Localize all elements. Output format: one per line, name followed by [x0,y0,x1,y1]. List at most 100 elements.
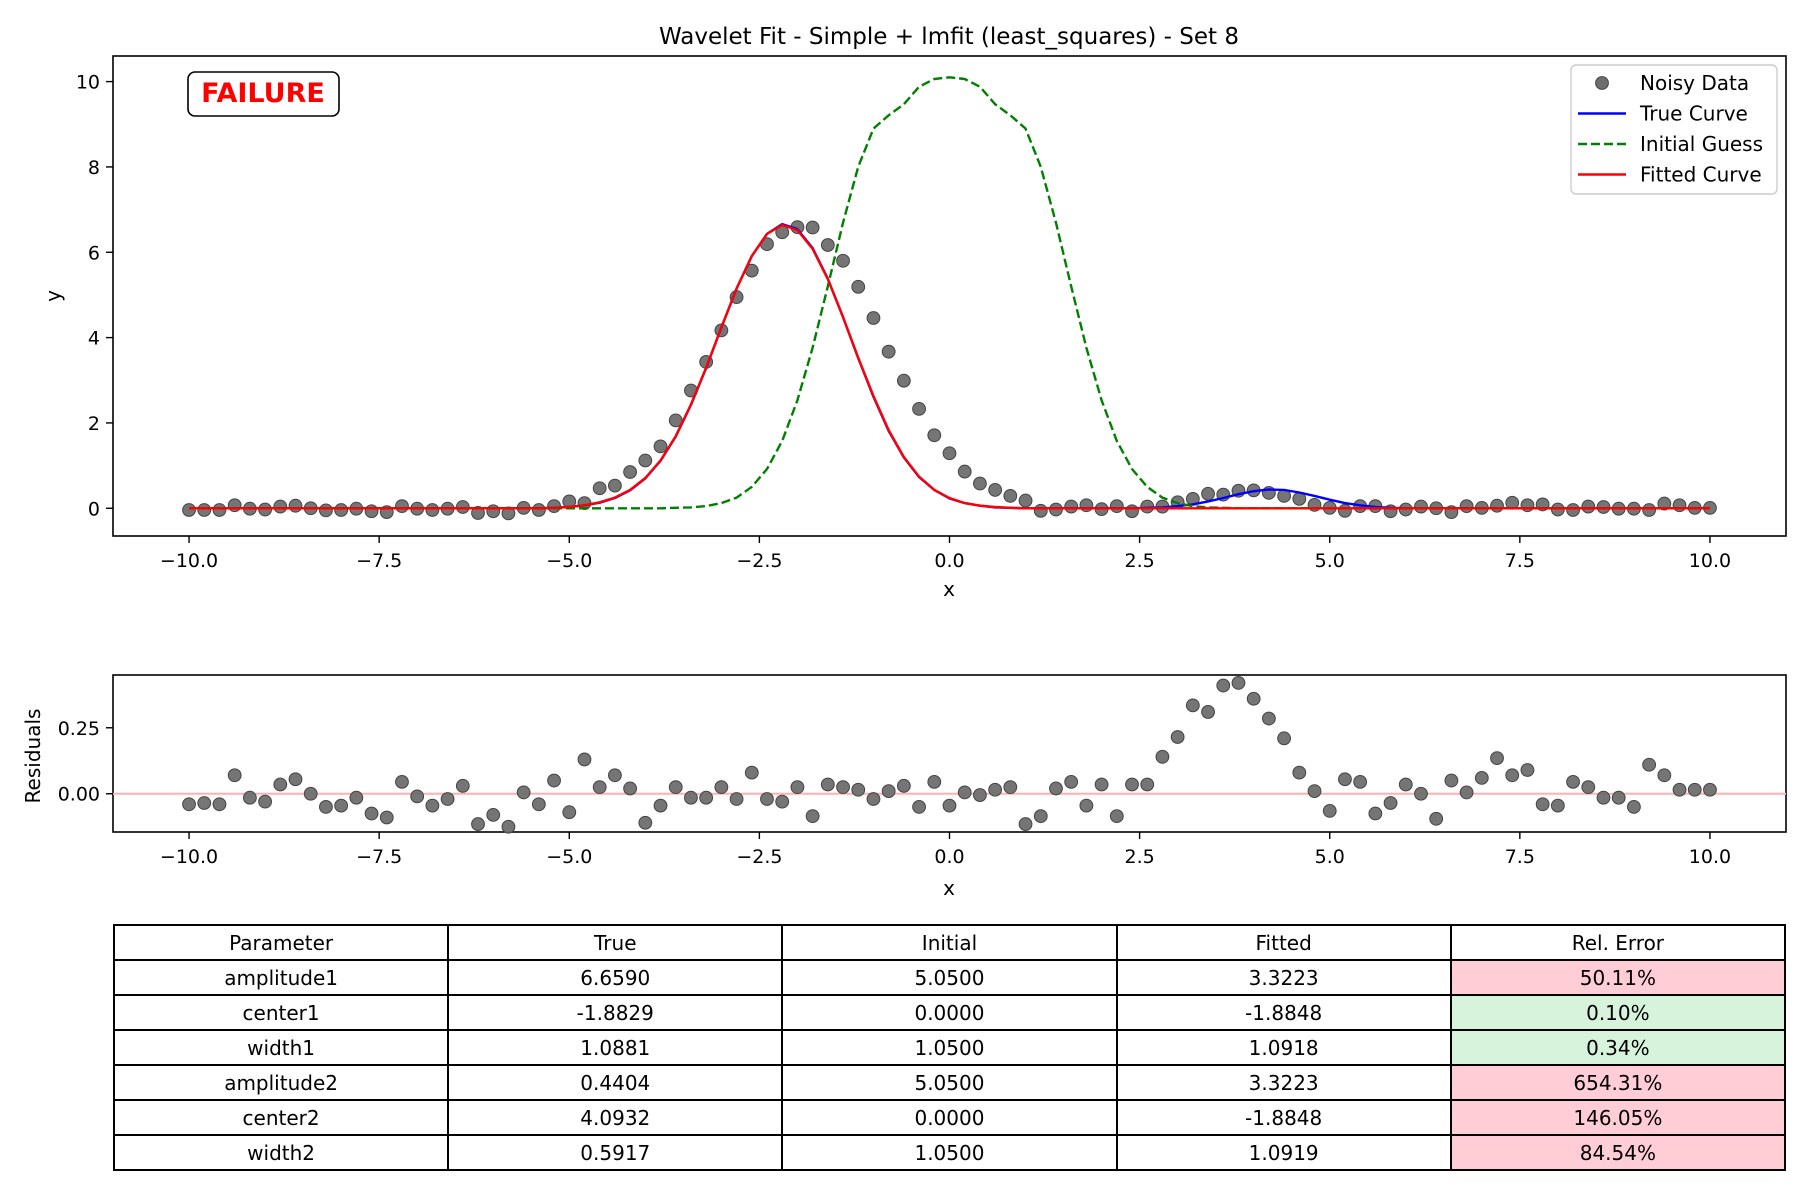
noisy-data-point [319,503,333,518]
residuals-x-axis: −10.0 −7.5 −5.0 −2.5 0.0 2.5 5.0 7.5 10.0 [160,832,1731,868]
x-tick-label: 7.5 [1505,550,1535,572]
residual-point [653,798,668,813]
noisy-data-point [1049,502,1063,517]
x-tick-label: −7.5 [356,846,402,868]
noisy-data-point [1125,504,1139,519]
table-row: width2 0.5917 1.0500 1.0919 84.54% [112,1134,1787,1171]
rel-error-cell: 84.54% [1449,1134,1787,1171]
failure-badge-box [187,71,340,117]
main-x-axis: −10.0 −7.5 −5.0 −2.5 0.0 2.5 5.0 7.5 10.0 [160,536,1731,572]
main-plot: Wavelet Fit - Simple + lmfit (least_squa… [41,24,1787,601]
residual-point [912,800,926,814]
residual-point [1170,730,1185,744]
residual-point [242,790,257,805]
residual-point [1018,817,1033,831]
noisy-data-point [881,344,896,359]
residual-point [1566,774,1580,789]
residual-point [1490,751,1504,766]
noisy-data-point [1581,499,1596,514]
table-cell: 3.3223 [1115,959,1452,996]
residual-point [1627,800,1641,814]
residual-point [1474,771,1489,785]
table-cell: 3.3223 [1115,1064,1452,1101]
residual-point [1216,678,1231,693]
residual-point [851,782,866,797]
residual-point [364,806,379,821]
noisy-data-point [364,504,379,519]
residual-point [1094,777,1109,792]
noisy-data-point [197,503,212,517]
residual-point [608,768,622,783]
residual-point [1398,777,1413,792]
noisy-data-point [501,506,516,521]
residual-point [638,815,653,830]
noisy-data-point [425,503,440,517]
noisy-data-point [1642,503,1657,517]
residual-point [182,797,196,812]
x-tick-label: −2.5 [736,550,782,572]
residual-point [1140,777,1155,792]
rel-error-cell: 654.31% [1449,1064,1787,1101]
x-tick-label: 7.5 [1505,846,1535,868]
table-cell: center1 [112,994,450,1031]
noisy-data-point [212,503,227,517]
residual-point [1414,786,1428,801]
main-y-axis: 0 2 4 6 8 10 [76,72,113,520]
table-cell: amplitude2 [112,1064,450,1101]
residual-point [1429,811,1444,826]
residuals-series-group [113,676,1786,834]
table-cell: amplitude1 [112,959,450,996]
noisy-data-point [896,373,911,388]
residual-point [1550,798,1565,813]
table-cell: 1.0919 [1115,1134,1452,1171]
table-cell: 5.0500 [781,1064,1118,1101]
noisy-data-point [1201,486,1215,501]
noisy-data-point [1109,499,1124,514]
noisy-data-point [258,502,272,517]
noisy-data-point [805,220,820,235]
x-tick-label: 2.5 [1125,846,1155,868]
residual-point [957,785,972,800]
residuals-x-axis-label: x [943,876,955,900]
residual-point [1125,777,1139,792]
noisy-data-point [531,503,546,517]
residual-point [699,790,714,805]
noisy-data-point [973,476,987,491]
x-tick-label: 2.5 [1125,550,1155,572]
noisy-data-point [227,498,242,513]
residual-point [1535,797,1550,812]
table-header-row: Parameter True Initial Fitted Rel. Error [112,924,1787,961]
residual-point [668,780,683,795]
noisy-data-point [334,503,349,517]
noisy-data-point [836,253,850,268]
residual-point [303,786,318,801]
residual-point [820,777,835,792]
noisy-data-point [547,499,561,514]
table-cell: center2 [112,1099,450,1136]
noisy-data-point [1596,500,1611,514]
residual-point [1292,765,1307,780]
table-cell: 0.0000 [781,1099,1118,1136]
residual-point [1383,796,1398,810]
noisy-data-point [1550,502,1565,517]
table-cell: -1.8848 [1115,1099,1452,1136]
residual-point [1657,768,1672,783]
residual-point [775,794,790,809]
residual-point [805,809,820,824]
residual-point [212,797,227,812]
noisy-data-point [623,465,638,479]
x-tick-label: −7.5 [356,550,402,572]
x-tick-label: −5.0 [546,550,592,572]
residuals-plot: −10.0 −7.5 −5.0 −2.5 0.0 2.5 5.0 7.5 10.0 0.000.… [21,674,1787,900]
main-x-axis-label: x [943,577,955,601]
residual-point [1322,803,1337,818]
residual-point [1155,749,1170,764]
noisy-data-point [1398,502,1413,517]
residual-point [896,778,911,793]
noisy-data-point [395,499,409,514]
residual-point [1444,773,1459,788]
table-cell: 5.0500 [781,959,1118,996]
column-header: Rel. Error [1449,924,1787,961]
noisy-data-point [653,439,668,454]
y-tick-label: 4 [88,328,100,350]
